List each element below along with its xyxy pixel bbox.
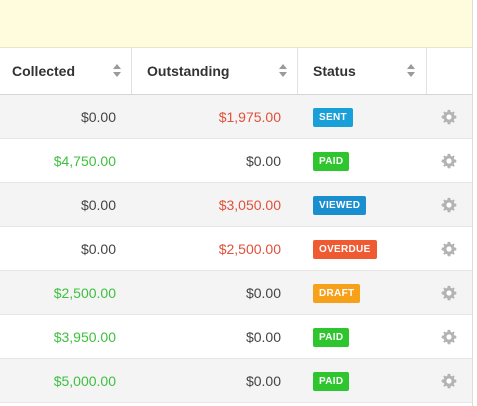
sort-icon[interactable]: [407, 64, 415, 78]
column-header-collected[interactable]: Collected: [12, 48, 130, 94]
status-badge: OVERDUE: [313, 240, 377, 259]
collected-amount: $2,500.00: [53, 285, 116, 301]
gear-icon[interactable]: [441, 153, 457, 169]
status-badge: DRAFT: [313, 284, 361, 303]
gear-icon[interactable]: [441, 109, 457, 125]
column-header-label: Collected: [12, 63, 76, 79]
gear-icon[interactable]: [441, 197, 457, 213]
status-badge: SENT: [313, 108, 353, 127]
table-row[interactable]: $4,750.00 $0.00 PAID: [0, 139, 472, 183]
column-divider: [426, 48, 427, 94]
table-row[interactable]: $5,000.00 $0.00 PAID: [0, 359, 472, 403]
status-badge: VIEWED: [313, 196, 367, 215]
table-right-border: [472, 0, 473, 406]
status-badge: PAID: [313, 372, 350, 391]
outstanding-amount: $1,975.00: [218, 109, 281, 125]
outstanding-amount: $0.00: [245, 373, 281, 389]
table-row[interactable]: $0.00 $2,500.00 OVERDUE: [0, 227, 472, 271]
outstanding-amount: $0.00: [245, 285, 281, 301]
gear-icon[interactable]: [441, 285, 457, 301]
gear-icon[interactable]: [441, 241, 457, 257]
column-header-label: Outstanding: [147, 63, 230, 79]
column-header-outstanding[interactable]: Outstanding: [147, 48, 297, 94]
collected-amount: $0.00: [80, 197, 116, 213]
table-row[interactable]: $0.00 $1,975.00 SENT: [0, 95, 472, 139]
gear-icon[interactable]: [441, 329, 457, 345]
collected-amount: $5,000.00: [53, 373, 116, 389]
sort-icon[interactable]: [113, 64, 121, 78]
status-badge: PAID: [313, 152, 350, 171]
outstanding-amount: $3,050.00: [218, 197, 281, 213]
table-row[interactable]: $0.00 $3,050.00 VIEWED: [0, 183, 472, 227]
table-row[interactable]: $2,500.00 $0.00 DRAFT: [0, 271, 472, 315]
outstanding-amount: $0.00: [245, 329, 281, 345]
outstanding-amount: $2,500.00: [218, 241, 281, 257]
collected-amount: $4,750.00: [53, 153, 116, 169]
collected-amount: $3,950.00: [53, 329, 116, 345]
sort-icon[interactable]: [279, 64, 287, 78]
column-divider: [131, 48, 132, 94]
column-divider: [297, 48, 298, 94]
collected-amount: $0.00: [80, 109, 116, 125]
status-badge: PAID: [313, 328, 350, 347]
notice-banner: [0, 0, 472, 48]
table-row[interactable]: $3,950.00 $0.00 PAID: [0, 315, 472, 359]
column-header-label: Status: [313, 63, 356, 79]
gear-icon[interactable]: [441, 373, 457, 389]
outstanding-amount: $0.00: [245, 153, 281, 169]
collected-amount: $0.00: [80, 241, 116, 257]
column-header-status[interactable]: Status: [313, 48, 423, 94]
table-header: Collected Outstanding Status: [0, 48, 472, 95]
